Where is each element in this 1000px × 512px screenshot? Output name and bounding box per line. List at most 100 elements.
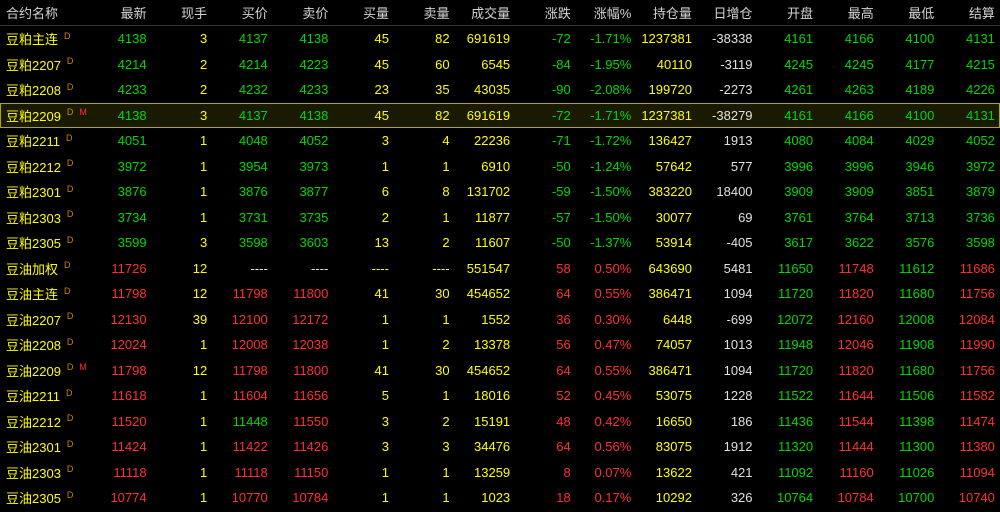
table-row[interactable]: 豆粕2305D359933598360313211607-50-1.37%539…	[0, 230, 1000, 256]
cell: 12038	[272, 337, 333, 352]
cell: 57642	[635, 159, 696, 174]
cell: 1	[393, 159, 454, 174]
cell: 1	[151, 337, 212, 352]
contract-name: 豆油2212D	[0, 412, 90, 431]
cell: 3909	[757, 184, 818, 199]
cell: 10774	[90, 490, 151, 505]
cell: 2	[393, 414, 454, 429]
col-header[interactable]: 涨跌	[514, 3, 575, 22]
cell: 34476	[454, 439, 515, 454]
cell: 1	[151, 414, 212, 429]
table-row[interactable]: 豆油加权D1172612----------------551547580.50…	[0, 256, 1000, 282]
cell: 3	[332, 133, 393, 148]
cell: 11612	[878, 261, 939, 276]
cell: 30	[393, 363, 454, 378]
table-row[interactable]: 豆油2208D12024112008120381213378560.47%740…	[0, 332, 1000, 358]
cell: 643690	[635, 261, 696, 276]
cell: 15191	[454, 414, 515, 429]
cell: 3877	[272, 184, 333, 199]
cell: 1912	[696, 439, 757, 454]
cell: 4080	[757, 133, 818, 148]
col-header[interactable]: 最新	[90, 3, 151, 22]
col-header[interactable]: 成交量	[454, 3, 515, 22]
cell: 11680	[878, 286, 939, 301]
cell: 4223	[272, 57, 333, 72]
contract-name: 豆油2301D	[0, 437, 90, 456]
table-row[interactable]: 豆油2305D1077411077010784111023180.17%1029…	[0, 485, 1000, 511]
col-header[interactable]: 卖价	[272, 3, 333, 22]
cell: 691619	[454, 31, 515, 46]
cell: 3761	[757, 210, 818, 225]
cell: 12046	[817, 337, 878, 352]
col-header[interactable]: 合约名称	[0, 3, 90, 22]
table-row[interactable]: 豆粕2212D3972139543973116910-50-1.24%57642…	[0, 154, 1000, 180]
table-row[interactable]: 豆粕2301D387613876387768131702-59-1.50%383…	[0, 179, 1000, 205]
cell: 10292	[635, 490, 696, 505]
cell: 1	[151, 490, 212, 505]
cell: 1023	[454, 490, 515, 505]
cell: 11380	[938, 439, 999, 454]
cell: 23	[332, 82, 393, 97]
cell: 4161	[757, 31, 818, 46]
cell: ----	[272, 261, 333, 276]
cell: 0.47%	[575, 337, 636, 352]
table-row[interactable]: 豆粕主连D41383413741384582691619-72-1.71%123…	[0, 26, 1000, 52]
cell: 64	[514, 286, 575, 301]
table-row[interactable]: 豆油2207D12130391210012172111552360.30%644…	[0, 307, 1000, 333]
cell: 3973	[272, 159, 333, 174]
col-header[interactable]: 涨幅%	[575, 3, 636, 22]
cell: 69	[696, 210, 757, 225]
cell: 3996	[757, 159, 818, 174]
table-row[interactable]: 豆油2209DM117981211798118004130454652640.5…	[0, 358, 1000, 384]
cell: 56	[514, 337, 575, 352]
cell: -38338	[696, 31, 757, 46]
cell: 8	[393, 184, 454, 199]
table-row[interactable]: 豆粕2208D4233242324233233543035-90-2.08%19…	[0, 77, 1000, 103]
cell: -57	[514, 210, 575, 225]
table-row[interactable]: 豆粕2209DM41383413741384582691619-72-1.71%…	[0, 103, 1000, 129]
table-row[interactable]: 豆粕2211D40511404840523422236-71-1.72%1364…	[0, 128, 1000, 154]
col-header[interactable]: 开盘	[757, 3, 818, 22]
col-header[interactable]: 结算	[938, 3, 999, 22]
cell: 11800	[272, 286, 333, 301]
cell: 1	[151, 133, 212, 148]
table-row[interactable]: 豆油2212D11520111448115503215191480.42%166…	[0, 409, 1000, 435]
col-header[interactable]: 持仓量	[635, 3, 696, 22]
cell: 12130	[90, 312, 151, 327]
cell: 4214	[211, 57, 272, 72]
cell: 8	[514, 465, 575, 480]
col-header[interactable]: 买量	[332, 3, 393, 22]
cell: 12	[151, 261, 212, 276]
cell: 3	[332, 439, 393, 454]
cell: 3972	[938, 159, 999, 174]
table-row[interactable]: 豆粕2207D421424214422345606545-84-1.95%401…	[0, 52, 1000, 78]
cell: 1	[393, 490, 454, 505]
col-header[interactable]: 卖量	[393, 3, 454, 22]
cell: 1	[151, 465, 212, 480]
cell: 13259	[454, 465, 515, 480]
table-row[interactable]: 豆油2301D11424111422114263334476640.56%830…	[0, 434, 1000, 460]
cell: 3736	[938, 210, 999, 225]
cell: -2.08%	[575, 82, 636, 97]
cell: 10700	[878, 490, 939, 505]
cell: 4100	[878, 108, 939, 123]
cell: 3576	[878, 235, 939, 250]
cell: -1.24%	[575, 159, 636, 174]
col-header[interactable]: 日增仓	[696, 3, 757, 22]
col-header[interactable]: 买价	[211, 3, 272, 22]
table-row[interactable]: 豆油主连D117981211798118004130454652640.55%3…	[0, 281, 1000, 307]
cell: 35	[393, 82, 454, 97]
cell: 11544	[817, 414, 878, 429]
cell: 18400	[696, 184, 757, 199]
table-row[interactable]: 豆油2211D11618111604116565118016520.45%530…	[0, 383, 1000, 409]
col-header[interactable]: 最高	[817, 3, 878, 22]
col-header[interactable]: 最低	[878, 3, 939, 22]
col-header[interactable]: 现手	[151, 3, 212, 22]
table-row[interactable]: 豆油2303D1111811111811150111325980.07%1362…	[0, 460, 1000, 486]
cell: 11756	[938, 286, 999, 301]
table-row[interactable]: 豆粕2303D37341373137352111877-57-1.50%3007…	[0, 205, 1000, 231]
cell: 11686	[938, 261, 999, 276]
cell: 6448	[635, 312, 696, 327]
cell: 577	[696, 159, 757, 174]
cell: 30	[393, 286, 454, 301]
